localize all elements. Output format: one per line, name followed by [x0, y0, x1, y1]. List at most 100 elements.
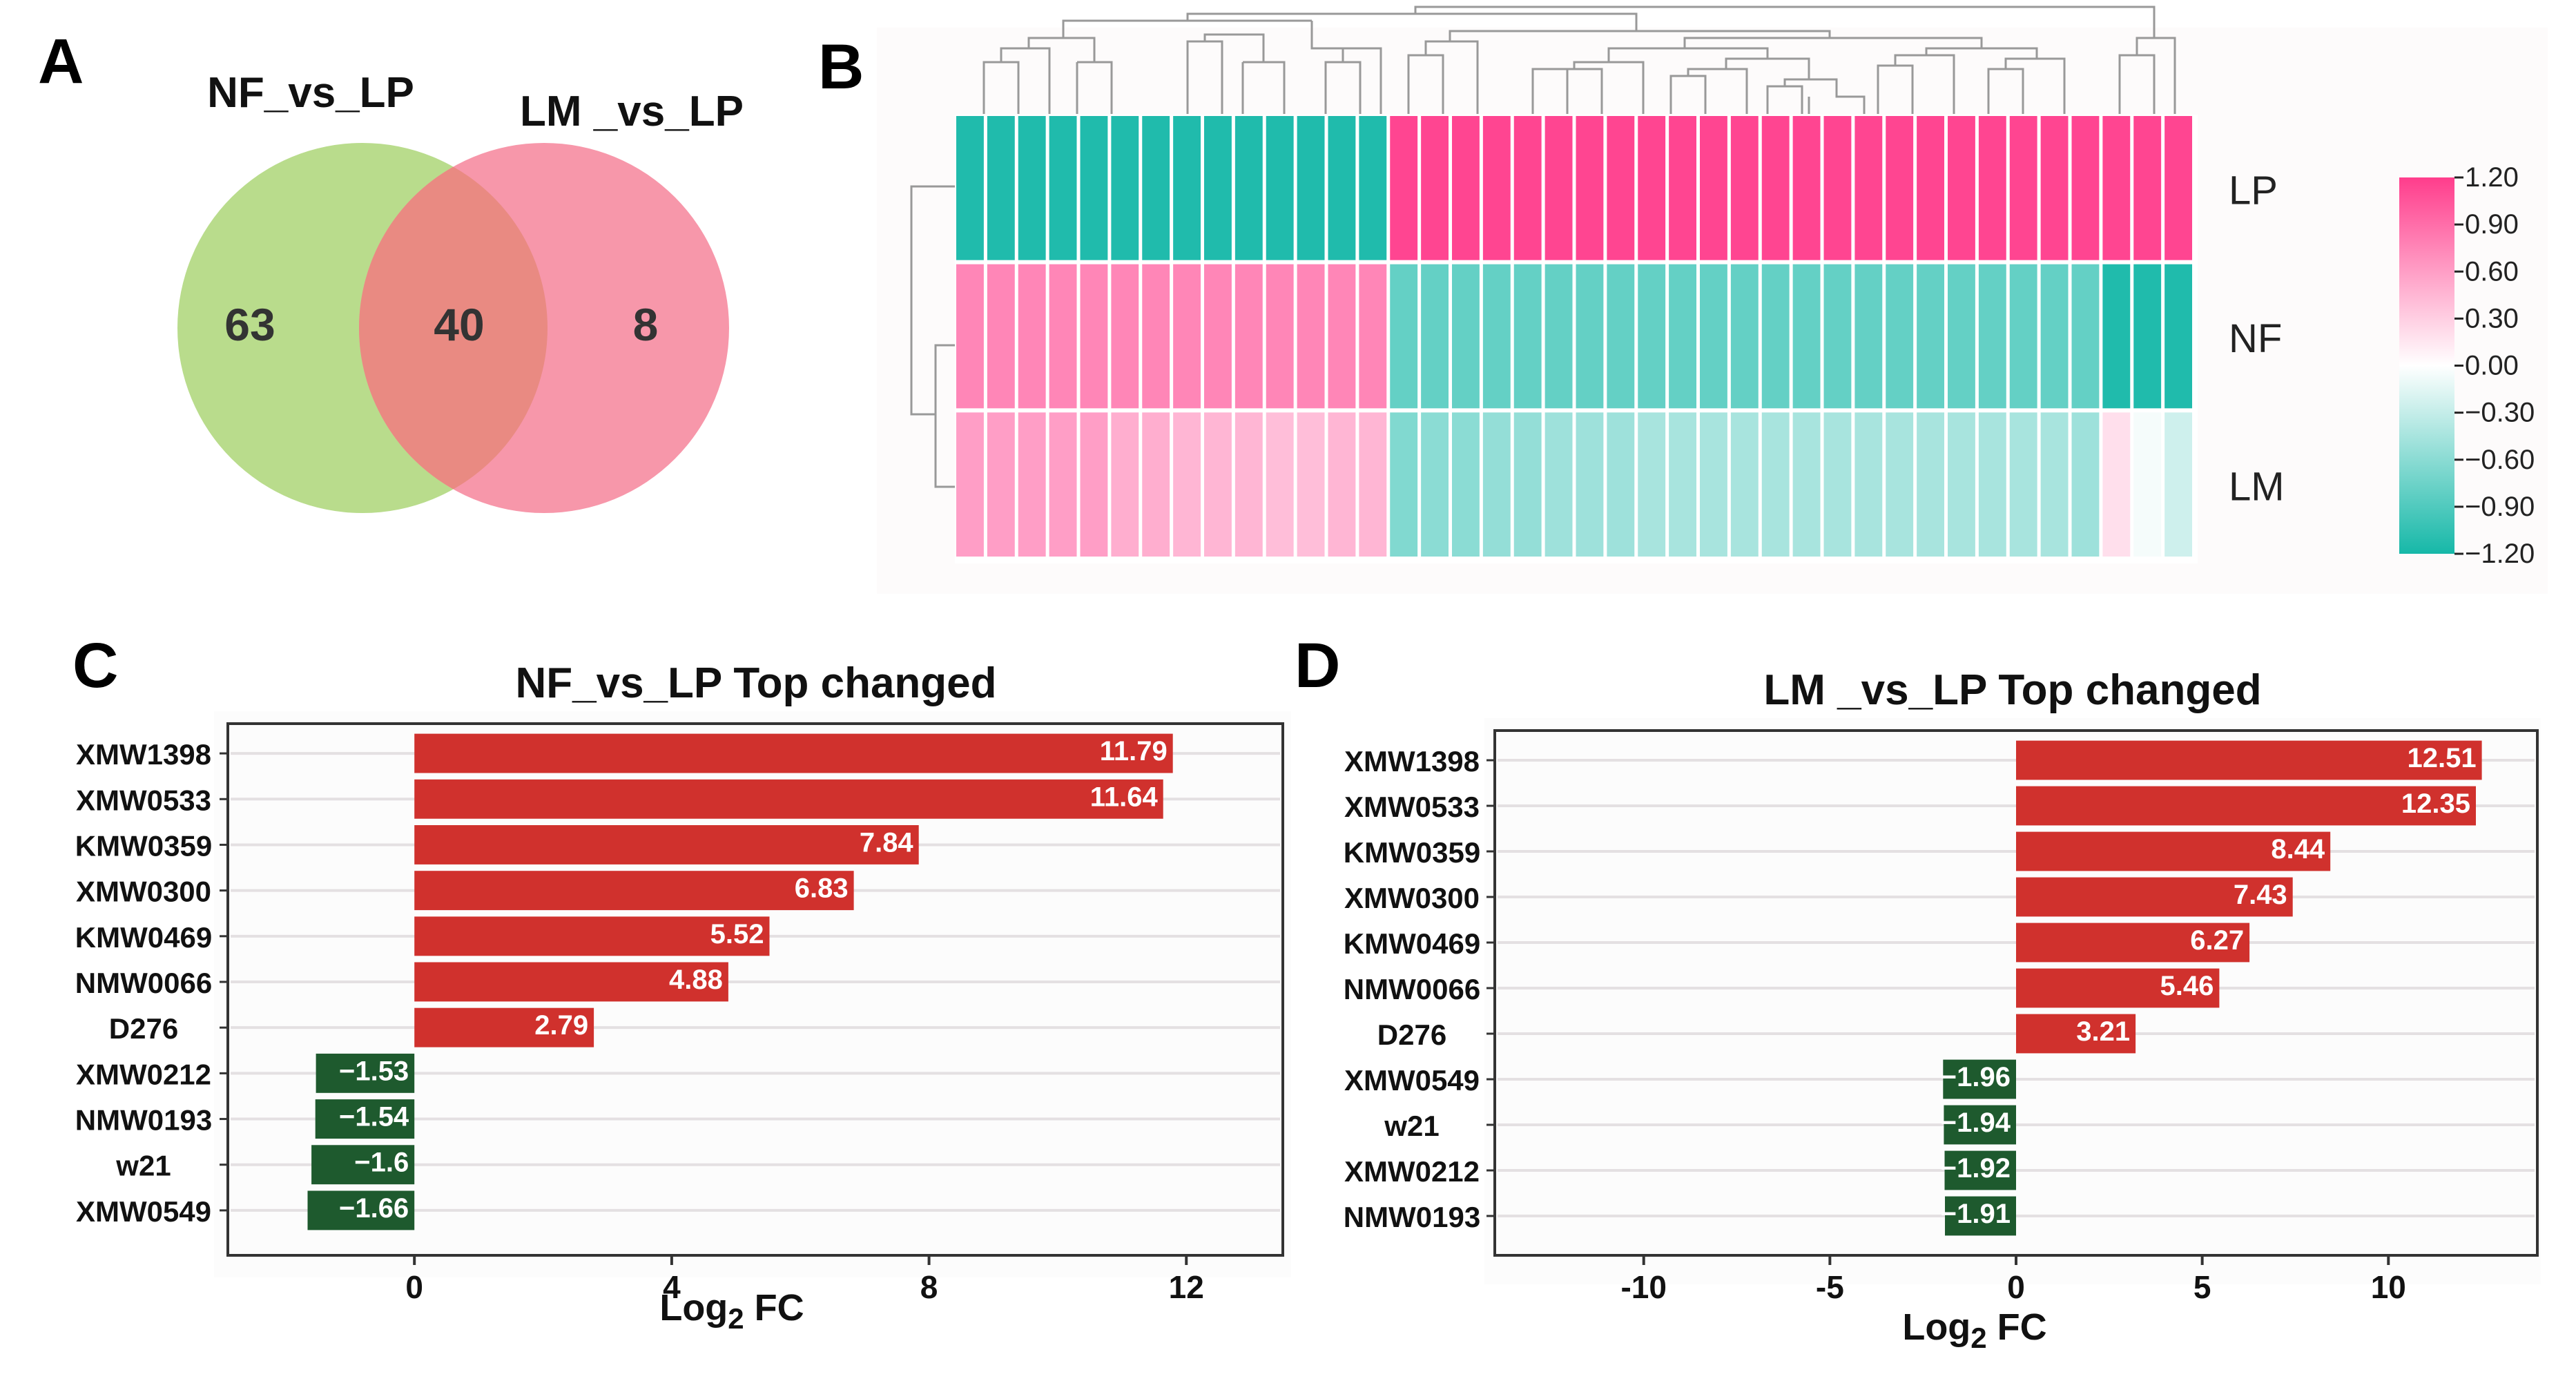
bar-value-label-w21: −1.94 — [1941, 1108, 2011, 1138]
heatmap-cell-lm-32 — [1917, 412, 1945, 557]
heatmap-cell-lp-40 — [2165, 116, 2193, 260]
heatmap-cell-nf-38 — [2102, 264, 2131, 409]
heatmap-cell-lm-38 — [2102, 412, 2131, 557]
heatmap-cell-lp-18 — [1482, 116, 1511, 260]
heatmap-cell-lp-29 — [1823, 116, 1852, 260]
category-label-kmw0359: KMW0359 — [75, 830, 212, 862]
category-label-xmw0212: XMW0212 — [76, 1058, 211, 1090]
bar-value-label-kmw0359: 7.84 — [860, 828, 914, 858]
heatmap-cell-lm-16 — [1421, 412, 1449, 557]
panel-letter-d: D — [1295, 630, 1340, 701]
heatmap: LP NF LM 1.20 0.90 0.60 0.30 0.00 −0.30 −0.60 −0.… — [910, 6, 2535, 569]
heatmap-cell-lp-3 — [1018, 116, 1046, 260]
heatmap-cell-nf-24 — [1669, 264, 1697, 409]
heatmap-cell-lp-31 — [1886, 116, 1914, 260]
heatmap-cell-lm-17 — [1452, 412, 1480, 557]
category-label-xmw0549: XMW0549 — [1344, 1064, 1480, 1097]
bar-value-label-d276: 3.21 — [2076, 1016, 2130, 1047]
category-label-xmw0533: XMW0533 — [1344, 791, 1480, 823]
heatmap-cell-nf-15 — [1390, 264, 1418, 409]
heatmap-cell-lp-22 — [1607, 116, 1635, 260]
bar-value-label-xmw0549: −1.66 — [339, 1193, 409, 1224]
category-label-w21: w21 — [1384, 1110, 1439, 1142]
heatmap-cell-lm-39 — [2133, 412, 2162, 557]
bar-nmw0193 — [315, 1099, 415, 1139]
heatmap-cell-lm-4 — [1049, 412, 1077, 557]
heatmap-cell-lp-4 — [1049, 116, 1077, 260]
chart-c-category-labels: XMW1398 XMW0533 KMW0359 XMW0300 KMW0469 NMW00… — [75, 738, 228, 1228]
heatmap-cell-nf-19 — [1513, 264, 1542, 409]
heatmap-cell-nf-9 — [1204, 264, 1232, 409]
x-tick-label-5: -5 — [1816, 1269, 1844, 1305]
bar-value-label-nmw0066: 5.46 — [2160, 971, 2214, 1001]
bar-xmw0549 — [1943, 1059, 2016, 1099]
heatmap-cell-lp-21 — [1576, 116, 1604, 260]
colorbar-tick-label: −0.30 — [2465, 398, 2535, 428]
heatmap-cell-nf-30 — [1854, 264, 1883, 409]
heatmap-cell-lp-6 — [1111, 116, 1139, 260]
bar-kmw0469 — [2016, 923, 2250, 963]
column-dendrogram — [982, 6, 2176, 114]
bar-nmw0066 — [414, 962, 728, 1002]
category-label-xmw1398: XMW1398 — [1344, 745, 1480, 778]
colorbar-tick-label: −0.90 — [2465, 492, 2535, 522]
bar-xmw1398 — [2016, 740, 2482, 780]
heatmap-cell-nf-2 — [987, 264, 1015, 409]
heatmap-cell-lm-10 — [1234, 412, 1263, 557]
venn-diagram: NF_vs_LP LM _vs_LP 63 40 8 — [177, 69, 744, 513]
heatmap-cell-nf-13 — [1328, 264, 1356, 409]
bar-value-label-nmw0193: −1.54 — [339, 1102, 409, 1132]
bar-value-label-xmw0212: −1.53 — [339, 1056, 409, 1086]
heatmap-cell-lp-5 — [1080, 116, 1108, 260]
heatmap-cell-lp-32 — [1917, 116, 1945, 260]
bar-nmw0193 — [1945, 1196, 2016, 1236]
bar-xmw0549 — [307, 1190, 415, 1230]
heatmap-cell-lm-34 — [1978, 412, 2006, 557]
heatmap-cell-lp-19 — [1513, 116, 1542, 260]
bar-nmw0066 — [2016, 968, 2220, 1008]
heatmap-cell-nf-26 — [1730, 264, 1759, 409]
heatmap-cell-lm-31 — [1886, 412, 1914, 557]
bar-value-label-xmw0212: −1.92 — [1941, 1153, 2011, 1184]
heatmap-cell-lp-39 — [2133, 116, 2162, 260]
heatmap-cell-nf-3 — [1018, 264, 1046, 409]
heatmap-cell-lm-24 — [1669, 412, 1697, 557]
heatmap-cell-lp-17 — [1452, 116, 1480, 260]
heatmap-cell-nf-29 — [1823, 264, 1852, 409]
bar-xmw0212 — [316, 1053, 415, 1093]
heatmap-cell-lm-1 — [956, 412, 984, 557]
category-label-kmw0469: KMW0469 — [75, 921, 212, 954]
colorbar-tick-label: 0.00 — [2465, 351, 2519, 381]
heatmap-cell-lm-6 — [1111, 412, 1139, 557]
category-label-nmw0066: NMW0066 — [1344, 973, 1480, 1005]
heatmap-cell-lp-23 — [1638, 116, 1666, 260]
bar-value-label-kmw0469: 6.27 — [2190, 925, 2244, 956]
heatmap-cell-lm-15 — [1390, 412, 1418, 557]
heatmap-cell-lm-26 — [1730, 412, 1759, 557]
heatmap-cell-nf-6 — [1111, 264, 1139, 409]
heatmap-cell-nf-33 — [1948, 264, 1975, 409]
heatmap-cell-nf-8 — [1173, 264, 1201, 409]
colorbar-tick-label: 0.90 — [2465, 209, 2519, 240]
x-tick-label-12: 12 — [1169, 1269, 1204, 1305]
category-label-xmw0549: XMW0549 — [76, 1195, 211, 1228]
heatmap-cell-nf-34 — [1978, 264, 2006, 409]
colorbar-tick-label: 1.20 — [2465, 162, 2519, 193]
heatmap-cell-lm-8 — [1173, 412, 1201, 557]
heatmap-cell-nf-40 — [2165, 264, 2193, 409]
bar-value-label-nmw0193: −1.91 — [1941, 1199, 2011, 1229]
heatmap-row-label-lp: LP — [2229, 168, 2278, 213]
bar-value-label-w21: −1.6 — [354, 1148, 409, 1178]
venn-set-label-1: NF_vs_LP — [207, 69, 414, 117]
bar-value-label-xmw0533: 11.64 — [1090, 782, 1159, 812]
heatmap-cell-lp-9 — [1204, 116, 1232, 260]
bar-value-label-xmw0300: 6.83 — [795, 873, 849, 904]
chart-d-title: LM _vs_LP Top changed — [1763, 666, 2261, 714]
heatmap-cell-nf-39 — [2133, 264, 2162, 409]
chart-d-category-labels: XMW1398 XMW0533 KMW0359 XMW0300 KMW0469 NMW00… — [1344, 745, 1495, 1233]
heatmap-cell-lm-18 — [1482, 412, 1511, 557]
bar-xmw1398 — [414, 733, 1173, 773]
heatmap-cell-nf-22 — [1607, 264, 1635, 409]
heatmap-colorbar: 1.20 0.90 0.60 0.30 0.00 −0.30 −0.60 −0.90 −1.20 — [2399, 162, 2535, 569]
heatmap-cell-lm-29 — [1823, 412, 1852, 557]
